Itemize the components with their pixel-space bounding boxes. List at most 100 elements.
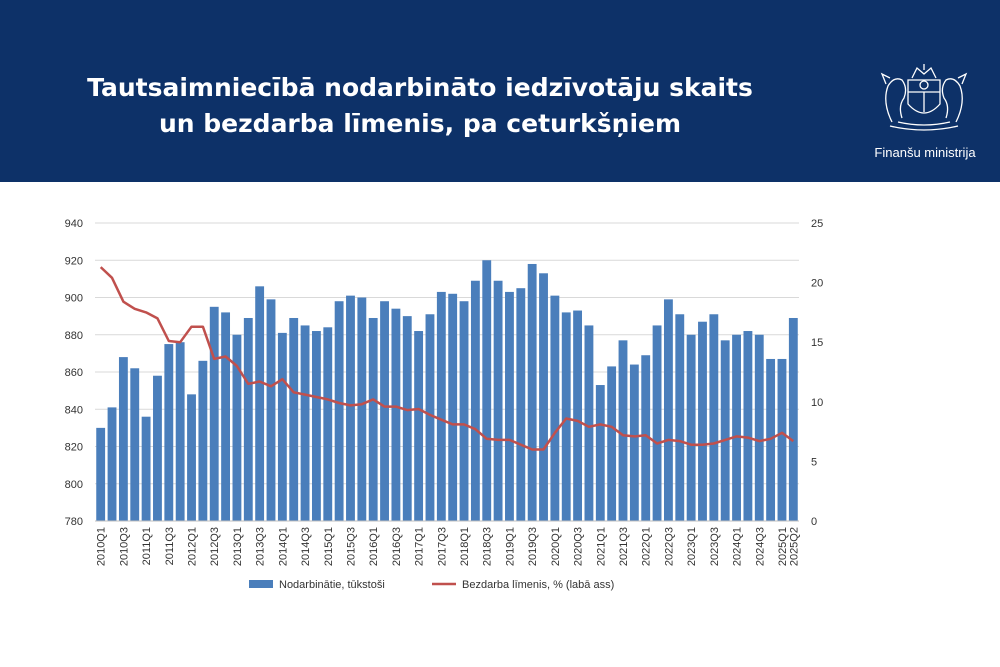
x-tick-label: 2023Q1 bbox=[686, 527, 698, 566]
x-tick-label: 2018Q3 bbox=[482, 527, 494, 566]
x-tick-label: 2021Q1 bbox=[595, 527, 607, 566]
x-tick-label: 2014Q3 bbox=[300, 527, 312, 566]
employment-bar bbox=[175, 342, 185, 521]
x-tick-label: 2025Q1 bbox=[777, 527, 789, 566]
y-right-tick-label: 20 bbox=[811, 278, 823, 290]
unemployment-line bbox=[99, 266, 795, 451]
employment-bar bbox=[357, 297, 367, 521]
employment-bar bbox=[629, 364, 639, 521]
employment-bar bbox=[391, 308, 401, 521]
x-tick-label: 2010Q1 bbox=[96, 527, 108, 566]
page-title: Tautsaimniecībā nodarbināto iedzīvotāju … bbox=[20, 70, 820, 142]
employment-bar bbox=[652, 325, 662, 521]
x-tick-label: 2024Q3 bbox=[754, 527, 766, 566]
x-tick-label: 2018Q1 bbox=[459, 527, 471, 566]
employment-bar bbox=[425, 314, 435, 521]
header-banner: Tautsaimniecībā nodarbināto iedzīvotāju … bbox=[0, 0, 1000, 182]
x-tick-label: 2015Q3 bbox=[345, 527, 357, 566]
employment-bar bbox=[663, 299, 673, 521]
x-tick-label: 2016Q3 bbox=[391, 527, 403, 566]
employment-bar bbox=[96, 427, 106, 521]
employment-bar bbox=[788, 317, 798, 521]
x-tick-label: 2013Q1 bbox=[232, 527, 244, 566]
employment-bar bbox=[232, 334, 242, 521]
x-tick-label: 2015Q1 bbox=[323, 527, 335, 566]
employment-bar bbox=[130, 368, 140, 521]
employment-bar bbox=[561, 312, 571, 521]
employment-bar bbox=[107, 407, 117, 521]
x-tick-label: 2010Q3 bbox=[118, 527, 130, 566]
x-tick-label: 2019Q1 bbox=[504, 527, 516, 566]
x-tick-label: 2022Q3 bbox=[663, 527, 675, 566]
employment-bar bbox=[209, 306, 219, 521]
employment-bar bbox=[448, 293, 458, 521]
page-title-line-2: un bezdarba līmenis, pa ceturkšņiem bbox=[158, 109, 682, 138]
y-left-tick-label: 780 bbox=[65, 516, 83, 528]
x-tick-label: 2017Q3 bbox=[436, 527, 448, 566]
x-tick-label: 2014Q1 bbox=[277, 527, 289, 566]
employment-bar bbox=[459, 301, 469, 521]
employment-unemployment-chart: 780 800 820 840 860 880 900 920 940 0 5 10 15 20 25 201… bbox=[65, 218, 824, 591]
employment-bar bbox=[277, 332, 287, 521]
employment-bar bbox=[153, 375, 162, 521]
employment-bar bbox=[516, 288, 526, 521]
y-left-tick-label: 940 bbox=[65, 218, 83, 230]
employment-bar bbox=[641, 355, 651, 521]
employment-bar bbox=[698, 321, 707, 521]
employment-bar bbox=[595, 385, 605, 521]
employment-bar bbox=[118, 357, 128, 521]
employment-bar bbox=[368, 317, 378, 521]
employment-bar bbox=[323, 327, 333, 521]
employment-bar bbox=[436, 291, 446, 521]
legend-label-unemployment: Bezdarba līmenis, % (labā ass) bbox=[462, 579, 614, 591]
employment-bar bbox=[198, 360, 208, 521]
axes: 780 800 820 840 860 880 900 920 940 0 5 10 15 20 25 201… bbox=[65, 218, 824, 566]
x-tick-label: 2011Q1 bbox=[141, 527, 153, 565]
employment-bar bbox=[334, 301, 344, 521]
legend-swatch-employed bbox=[249, 580, 273, 588]
employment-bar bbox=[527, 263, 537, 521]
y-left-tick-label: 860 bbox=[65, 367, 83, 379]
x-tick-label: 2022Q1 bbox=[641, 527, 653, 566]
x-tick-label: 2017Q1 bbox=[414, 527, 426, 566]
unemployment-line-series bbox=[99, 266, 795, 451]
employment-bar bbox=[300, 325, 310, 521]
employment-bar bbox=[743, 331, 753, 521]
employment-bar bbox=[505, 291, 514, 521]
employment-bar bbox=[164, 344, 174, 521]
employment-bar bbox=[346, 295, 355, 521]
y-right-tick-label: 0 bbox=[811, 516, 817, 528]
employment-bar bbox=[754, 334, 764, 521]
x-tick-label: 2019Q3 bbox=[527, 527, 539, 566]
employment-bar bbox=[482, 260, 492, 521]
ministry-name: Finanšu ministrija bbox=[874, 145, 976, 160]
x-tick-label: 2012Q3 bbox=[209, 527, 221, 566]
y-right-tick-label: 25 bbox=[811, 218, 823, 230]
y-left-tick-label: 900 bbox=[65, 293, 83, 305]
employment-bar bbox=[414, 331, 424, 521]
employment-bar bbox=[573, 310, 583, 521]
employment-bar bbox=[550, 295, 560, 521]
employment-bar bbox=[221, 312, 231, 521]
employment-bar bbox=[187, 394, 196, 521]
y-left-tick-label: 920 bbox=[65, 255, 83, 267]
x-tick-label: 2012Q1 bbox=[187, 527, 199, 566]
legend: Nodarbinātie, tūkstoši Bezdarba līmenis,… bbox=[249, 579, 614, 591]
y-left-tick-label: 840 bbox=[65, 404, 83, 416]
legend-label-employed: Nodarbinātie, tūkstoši bbox=[279, 579, 385, 591]
employment-bars bbox=[96, 260, 798, 521]
employment-bar bbox=[539, 273, 548, 521]
y-right-tick-label: 10 bbox=[811, 397, 823, 409]
employment-bar bbox=[311, 331, 321, 521]
y-left-tick-label: 800 bbox=[65, 479, 83, 491]
x-tick-label: 2020Q3 bbox=[573, 527, 585, 566]
latvia-coat-of-arms-icon bbox=[880, 64, 968, 131]
x-tick-label: 2013Q3 bbox=[255, 527, 267, 566]
employment-bar bbox=[618, 340, 628, 521]
employment-bar bbox=[686, 334, 696, 521]
x-tick-label: 2021Q3 bbox=[618, 527, 630, 566]
employment-bar bbox=[584, 325, 594, 521]
employment-bar bbox=[141, 416, 151, 521]
employment-bar bbox=[777, 358, 787, 521]
y-left-tick-label: 880 bbox=[65, 330, 83, 342]
